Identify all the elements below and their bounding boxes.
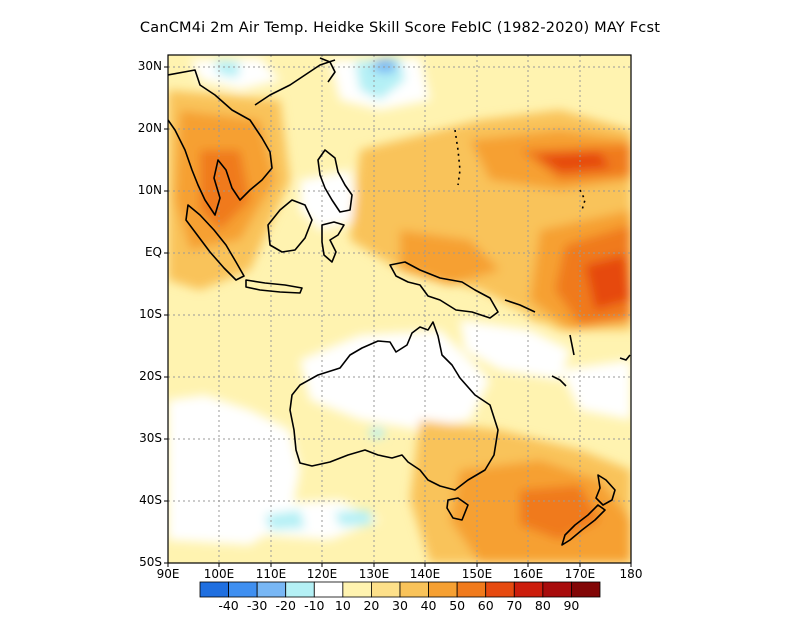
colorbar-cell-11 [513,581,544,598]
lat-label-30s: 30S [139,431,162,445]
colorbar-cell-8 [428,581,458,598]
colorbar [199,581,601,598]
coast-australia [289,321,499,491]
colorbar-label: 10 [334,598,351,613]
lat-label-20n: 20N [137,121,162,135]
colorbar-label: 50 [449,598,466,613]
skill-field [168,55,631,563]
colorbar-label: -40 [218,598,239,613]
chart-title: CanCM4i 2m Air Temp. Heidke Skill Score … [139,20,661,36]
lat-label-40s: 40S [139,493,162,507]
colorbar-label: -10 [304,598,325,613]
lon-label-180: 180 [619,567,643,581]
colorbar-cell-6 [371,581,401,598]
colorbar-cell-10 [485,581,515,598]
lon-label-100e: 100E [203,567,235,581]
coast-micronesia [454,129,461,186]
lon-label-130e: 130E [358,567,390,581]
colorbar-label: 20 [363,598,380,613]
lon-label-120e: 120E [306,567,338,581]
lon-label-90e: 90E [156,567,180,581]
colorbar-cell-2 [256,581,287,598]
lat-label-20s: 20S [139,369,162,383]
colorbar-cell-13 [571,581,601,598]
colorbar-label: 90 [563,598,580,613]
lat-label-30n: 30N [137,59,162,73]
lat-label-10s: 10S [139,307,162,321]
axis-ticks [164,66,632,567]
coastlines [168,57,631,546]
lat-label-eq: EQ [144,245,162,259]
coast-sulawesi [321,221,345,263]
colorbar-cell-1 [228,581,258,598]
coast-solomons [504,299,536,313]
colorbar-cell-12 [542,581,572,598]
lon-label-140e: 140E [409,567,441,581]
colorbar-label: 30 [392,598,408,613]
coast-vanuatu [569,334,575,356]
lon-label-110e: 110E [255,567,287,581]
colorbar-cell-0 [199,581,229,598]
lon-label-170e: 170E [564,567,596,581]
coast-new-caledonia [551,375,567,387]
coast-new-guinea [389,261,499,319]
lon-label-160e: 160E [512,567,544,581]
colorbar-cell-4 [313,581,344,598]
colorbar-label: -20 [275,598,296,613]
map-frame [167,54,632,564]
colorbar-cell-5 [342,581,372,598]
colorbar-cell-3 [285,581,315,598]
coast-japan [319,57,336,83]
coast-marshall [579,189,586,211]
colorbar-cell-9 [456,581,487,598]
coast-new-zealand-north [595,474,616,506]
colorbar-label: 70 [506,598,523,613]
lat-label-50s: 50S [139,555,162,569]
coast-mainland [168,69,273,216]
coast-tasmania [446,497,469,521]
colorbar-label: 40 [420,598,437,613]
coast-sumatra [185,204,245,281]
colorbar-label: 60 [477,598,494,613]
lat-label-10n: 10N [137,183,162,197]
coast-fiji [619,354,631,361]
colorbar-label: -30 [246,598,268,613]
lon-label-150e: 150E [461,567,493,581]
colorbar-cell-7 [399,581,429,598]
colorbar-label: 80 [534,598,551,613]
coast-china [254,59,336,106]
coast-borneo [267,199,313,253]
coast-java [245,279,303,294]
coast-new-zealand-south [561,504,606,546]
coast-philippines [317,149,353,213]
